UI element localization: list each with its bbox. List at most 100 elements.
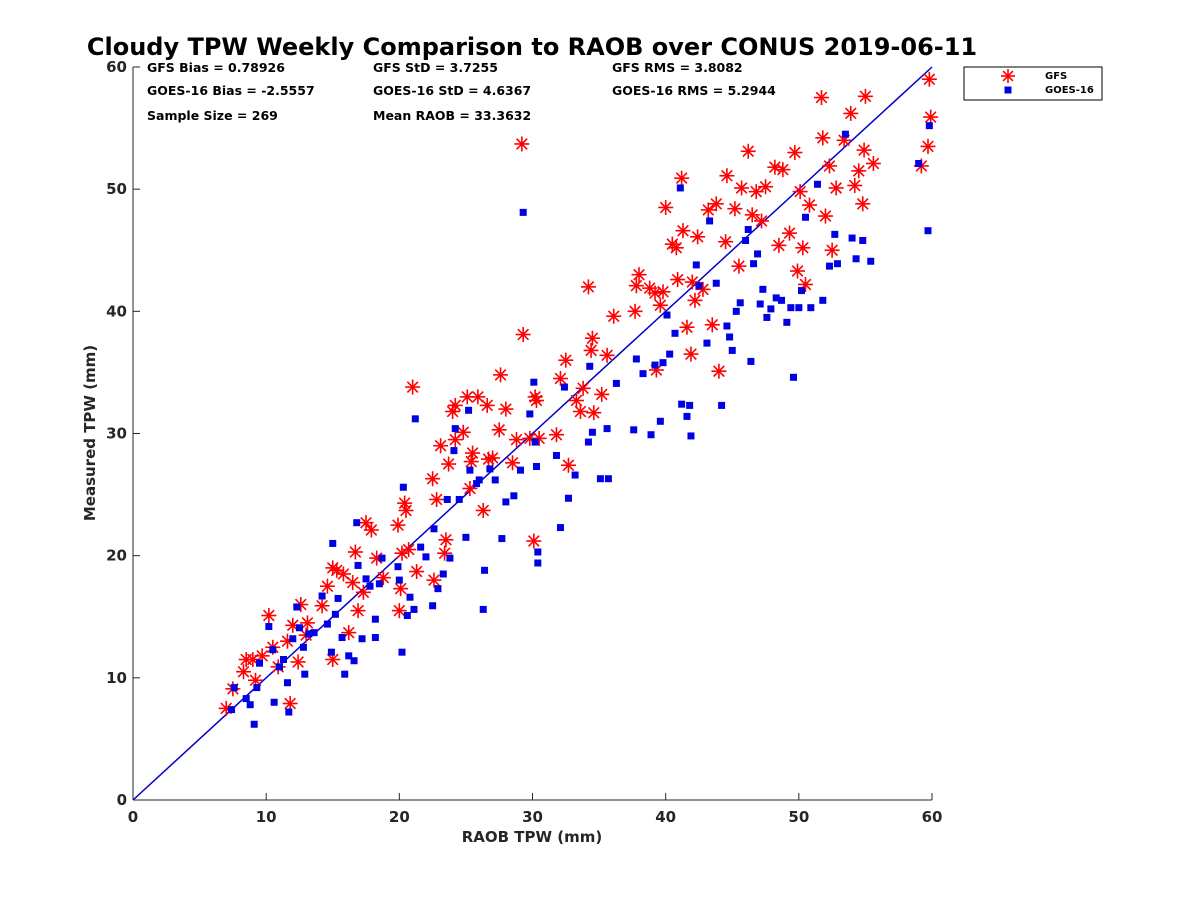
gfs-point bbox=[652, 297, 668, 313]
goes16-point bbox=[795, 304, 803, 312]
gfs-point bbox=[790, 263, 806, 279]
goes16-point bbox=[925, 122, 933, 130]
goes16-point bbox=[603, 425, 611, 433]
goes16-point bbox=[813, 180, 821, 188]
goes16-point bbox=[588, 428, 596, 436]
goes16-point bbox=[833, 260, 841, 268]
goes16-point bbox=[429, 602, 437, 610]
x-tick-label: 50 bbox=[788, 808, 809, 826]
goes16-point bbox=[534, 548, 542, 556]
gfs-point bbox=[847, 178, 863, 194]
goes16-point bbox=[676, 184, 684, 192]
gfs-point bbox=[335, 566, 351, 582]
goes16-point bbox=[712, 279, 720, 287]
gfs-point bbox=[687, 292, 703, 308]
goes16-point bbox=[270, 698, 278, 706]
gfs-point bbox=[815, 130, 831, 146]
goes16-point bbox=[651, 361, 659, 369]
goes16-point bbox=[596, 475, 604, 483]
goes16-point bbox=[703, 339, 711, 347]
goes16-point bbox=[318, 592, 326, 600]
goes16-point bbox=[924, 227, 932, 235]
gfs-point bbox=[425, 471, 441, 487]
goes16-point bbox=[275, 663, 283, 671]
gfs-point bbox=[358, 515, 374, 531]
goes16-point bbox=[366, 582, 374, 590]
goes16-point bbox=[683, 412, 691, 420]
goes16-point bbox=[422, 553, 430, 561]
gfs-point bbox=[391, 603, 407, 619]
gfs-point bbox=[572, 404, 588, 420]
gfs-point bbox=[658, 199, 674, 215]
goes16-point bbox=[323, 620, 331, 628]
gfs-point bbox=[923, 109, 939, 125]
sample-size-text: Sample Size = 269 bbox=[147, 108, 278, 123]
goes16-point bbox=[375, 580, 383, 588]
gfs-point bbox=[599, 347, 615, 363]
gfs-point bbox=[921, 71, 937, 87]
gfs-point bbox=[782, 225, 798, 241]
gfs-point bbox=[670, 272, 686, 288]
goes16-point bbox=[632, 355, 640, 363]
goes16-point bbox=[434, 585, 442, 593]
goes16-point bbox=[301, 670, 309, 678]
goes16-point bbox=[406, 593, 414, 601]
goes16-point bbox=[783, 318, 791, 326]
goes16-point bbox=[331, 610, 339, 618]
goes16-point bbox=[742, 236, 750, 244]
goes16-point bbox=[807, 304, 815, 312]
gfs-rms-text: GFS RMS = 3.8082 bbox=[612, 60, 743, 75]
gfs-point bbox=[606, 308, 622, 324]
gfs-point bbox=[700, 202, 716, 218]
gfs-point bbox=[865, 156, 881, 172]
gfs-point bbox=[575, 380, 591, 396]
gfs-point bbox=[236, 664, 252, 680]
gfs-point bbox=[795, 240, 811, 256]
gfs-point bbox=[631, 267, 647, 283]
goes16-point bbox=[293, 603, 301, 611]
goes16-point bbox=[671, 329, 679, 337]
goes16-point bbox=[723, 322, 731, 330]
gfs-point bbox=[594, 386, 610, 402]
goes16-point bbox=[801, 213, 809, 221]
gfs-point bbox=[718, 234, 734, 250]
goes16-point bbox=[345, 652, 353, 660]
goes16-point bbox=[502, 498, 510, 506]
gfs-point bbox=[704, 317, 720, 333]
mean-raob-text: Mean RAOB = 33.3632 bbox=[373, 108, 531, 123]
x-tick-label: 10 bbox=[256, 808, 277, 826]
axis-ticks: 0 10 20 30 40 50 60 0 10 20 30 40 50 60 bbox=[106, 58, 942, 826]
gfs-point bbox=[350, 603, 366, 619]
goes16-point bbox=[526, 410, 534, 418]
goes16-point bbox=[612, 379, 620, 387]
gfs-point bbox=[744, 207, 760, 223]
gfs-point bbox=[441, 456, 457, 472]
gfs-point bbox=[479, 397, 495, 413]
gfs-point bbox=[558, 352, 574, 368]
gfs-point bbox=[754, 213, 770, 229]
gfs-point bbox=[734, 180, 750, 196]
goes16-point bbox=[475, 476, 483, 484]
gfs-point bbox=[748, 184, 764, 200]
gfs-point bbox=[369, 550, 385, 566]
legend-goes16-label: GOES-16 bbox=[1045, 85, 1094, 96]
gfs-point bbox=[775, 162, 791, 178]
gfs-point bbox=[586, 405, 602, 421]
gfs-point bbox=[493, 367, 509, 383]
gfs-point bbox=[319, 578, 335, 594]
gfs-point bbox=[438, 532, 454, 548]
gfs-point bbox=[465, 445, 481, 461]
gfs-point bbox=[628, 278, 644, 294]
gfs-std-text: GFS StD = 3.7255 bbox=[373, 60, 498, 75]
goes16-point bbox=[692, 261, 700, 269]
goes16-point bbox=[398, 648, 406, 656]
gfs-point bbox=[282, 695, 298, 711]
goes16-point bbox=[726, 333, 734, 341]
goes16-point bbox=[630, 426, 638, 434]
goes16-point bbox=[556, 524, 564, 532]
gfs-point bbox=[675, 223, 691, 239]
goes16-point bbox=[358, 635, 366, 643]
goes16-point bbox=[394, 563, 402, 571]
gfs-point bbox=[347, 544, 363, 560]
goes16-point bbox=[767, 305, 775, 313]
